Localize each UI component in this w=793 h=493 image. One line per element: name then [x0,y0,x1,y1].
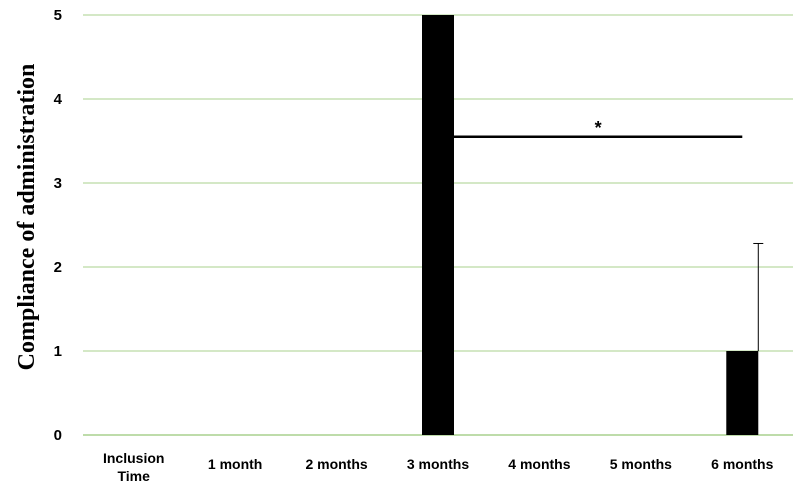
x-tick-label-2: 2 months [305,456,367,472]
x-tick-label-5: 5 months [610,456,672,472]
bar-6 [726,351,759,435]
x-tick-label-6: 6 months [711,456,773,472]
bars [422,15,759,435]
x-tick-label-1: 1 month [208,456,262,472]
error-bars [753,242,764,351]
y-tick-label-5: 5 [54,7,62,24]
y-tick-label-1: 1 [54,343,62,360]
x-tick-label-3: 3 months [407,456,469,472]
y-tick-label-4: 4 [54,91,63,108]
y-axis-ticks: 0 1 2 3 4 5 [54,7,63,444]
x-tick-label-0: Inclusion Time [103,450,164,484]
significance-marker-0: * [595,118,602,138]
y-tick-label-0: 0 [54,427,62,444]
x-axis-ticks: Inclusion Time 1 month 2 months 3 months 4 mo… [103,450,774,484]
y-tick-label-2: 2 [54,259,62,276]
annotations: * [454,118,743,139]
y-tick-label-3: 3 [54,175,62,192]
bar-3 [422,15,454,435]
y-axis-title: Compliance of administration [14,64,40,371]
x-tick-label-4: 4 months [508,456,570,472]
